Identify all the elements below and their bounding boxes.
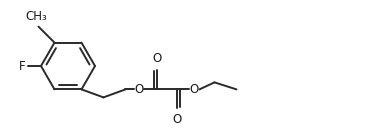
Text: O: O [190, 83, 199, 96]
Text: O: O [153, 52, 162, 65]
Text: O: O [135, 83, 144, 96]
Text: F: F [19, 60, 26, 72]
Text: O: O [173, 113, 182, 126]
Text: CH₃: CH₃ [25, 10, 47, 23]
